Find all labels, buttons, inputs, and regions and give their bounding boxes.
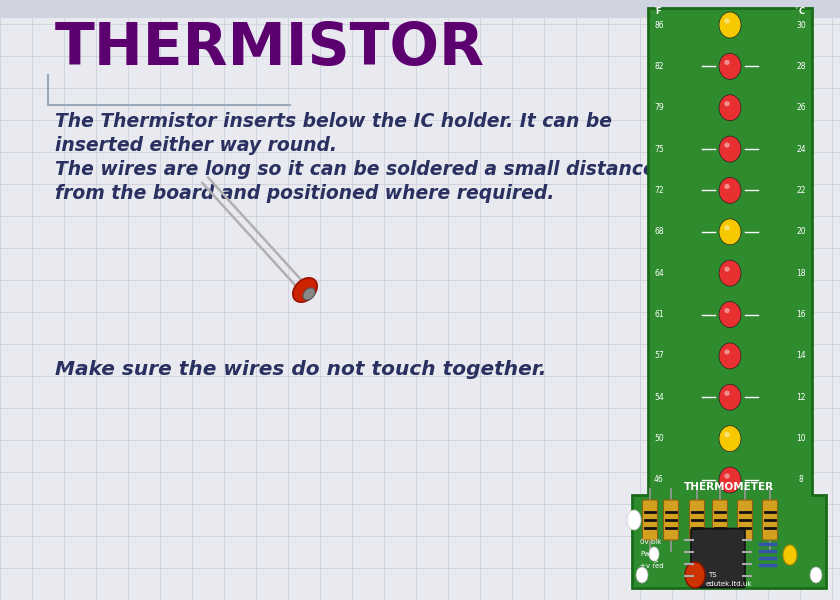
- Ellipse shape: [724, 142, 730, 148]
- Text: 16: 16: [796, 310, 806, 319]
- Text: 18: 18: [796, 269, 806, 278]
- FancyBboxPatch shape: [690, 500, 705, 540]
- Text: 72: 72: [654, 186, 664, 195]
- Text: edutek.ltd.uk: edutek.ltd.uk: [706, 581, 753, 587]
- Text: 26: 26: [796, 103, 806, 112]
- Ellipse shape: [719, 136, 741, 162]
- FancyBboxPatch shape: [763, 500, 778, 540]
- Text: 79: 79: [654, 103, 664, 112]
- Text: inserted either way round.: inserted either way round.: [55, 136, 337, 155]
- Ellipse shape: [719, 219, 741, 245]
- Ellipse shape: [636, 567, 648, 583]
- Text: 54: 54: [654, 393, 664, 402]
- Ellipse shape: [719, 12, 741, 38]
- Text: +v red: +v red: [640, 563, 664, 569]
- Text: 22: 22: [796, 186, 806, 195]
- Ellipse shape: [685, 562, 705, 588]
- Ellipse shape: [724, 184, 730, 189]
- Text: 28: 28: [796, 62, 806, 71]
- Text: 86: 86: [654, 20, 664, 29]
- Ellipse shape: [724, 432, 730, 437]
- FancyBboxPatch shape: [712, 500, 727, 540]
- Text: 20: 20: [796, 227, 806, 236]
- Text: 64: 64: [654, 269, 664, 278]
- Ellipse shape: [810, 567, 822, 583]
- FancyBboxPatch shape: [691, 529, 745, 587]
- Text: The Thermistor inserts below the IC holder. It can be: The Thermistor inserts below the IC hold…: [55, 112, 612, 131]
- Text: F: F: [655, 7, 661, 16]
- Ellipse shape: [724, 101, 730, 106]
- FancyBboxPatch shape: [664, 500, 679, 540]
- Ellipse shape: [724, 60, 730, 65]
- Text: 50: 50: [654, 434, 664, 443]
- Text: Pwr: Pwr: [640, 551, 653, 557]
- Text: The wires are long so it can be soldered a small distance: The wires are long so it can be soldered…: [55, 160, 656, 179]
- Ellipse shape: [724, 19, 730, 23]
- Ellipse shape: [719, 260, 741, 286]
- Ellipse shape: [724, 349, 730, 355]
- Text: 8: 8: [799, 475, 803, 485]
- Ellipse shape: [303, 288, 315, 300]
- Ellipse shape: [719, 178, 741, 203]
- FancyBboxPatch shape: [738, 500, 753, 540]
- Text: 46: 46: [654, 475, 664, 485]
- Text: °: °: [794, 7, 797, 13]
- Text: 68: 68: [654, 227, 664, 236]
- Text: 30: 30: [796, 20, 806, 29]
- Ellipse shape: [719, 384, 741, 410]
- Text: TS: TS: [708, 572, 717, 578]
- Bar: [0, 0, 840, 18]
- Text: °: °: [654, 7, 658, 13]
- Ellipse shape: [783, 545, 797, 565]
- Polygon shape: [632, 8, 826, 588]
- Ellipse shape: [724, 266, 730, 272]
- Text: THERMOMETER: THERMOMETER: [684, 482, 774, 492]
- Text: from the board and positioned where required.: from the board and positioned where requ…: [55, 184, 554, 203]
- Text: THERMISTOR: THERMISTOR: [55, 20, 485, 77]
- Ellipse shape: [627, 510, 641, 530]
- Ellipse shape: [719, 343, 741, 369]
- Ellipse shape: [293, 278, 318, 302]
- Text: Make sure the wires do not touch together.: Make sure the wires do not touch togethe…: [55, 360, 546, 379]
- Text: 12: 12: [796, 393, 806, 402]
- Text: 57: 57: [654, 352, 664, 361]
- Ellipse shape: [719, 53, 741, 79]
- Ellipse shape: [724, 308, 730, 313]
- Ellipse shape: [724, 225, 730, 230]
- Ellipse shape: [719, 302, 741, 328]
- Ellipse shape: [724, 473, 730, 479]
- Text: 82: 82: [654, 62, 664, 71]
- Text: C: C: [799, 7, 805, 16]
- FancyBboxPatch shape: [643, 500, 658, 540]
- Text: 0v blk: 0v blk: [640, 539, 661, 545]
- Ellipse shape: [719, 425, 741, 452]
- Text: 14: 14: [796, 352, 806, 361]
- Text: 75: 75: [654, 145, 664, 154]
- Text: Wire: Wire: [654, 548, 659, 562]
- Text: 61: 61: [654, 310, 664, 319]
- Text: 24: 24: [796, 145, 806, 154]
- Text: 10: 10: [796, 434, 806, 443]
- Ellipse shape: [649, 547, 659, 561]
- Ellipse shape: [719, 467, 741, 493]
- Ellipse shape: [719, 95, 741, 121]
- Ellipse shape: [724, 391, 730, 396]
